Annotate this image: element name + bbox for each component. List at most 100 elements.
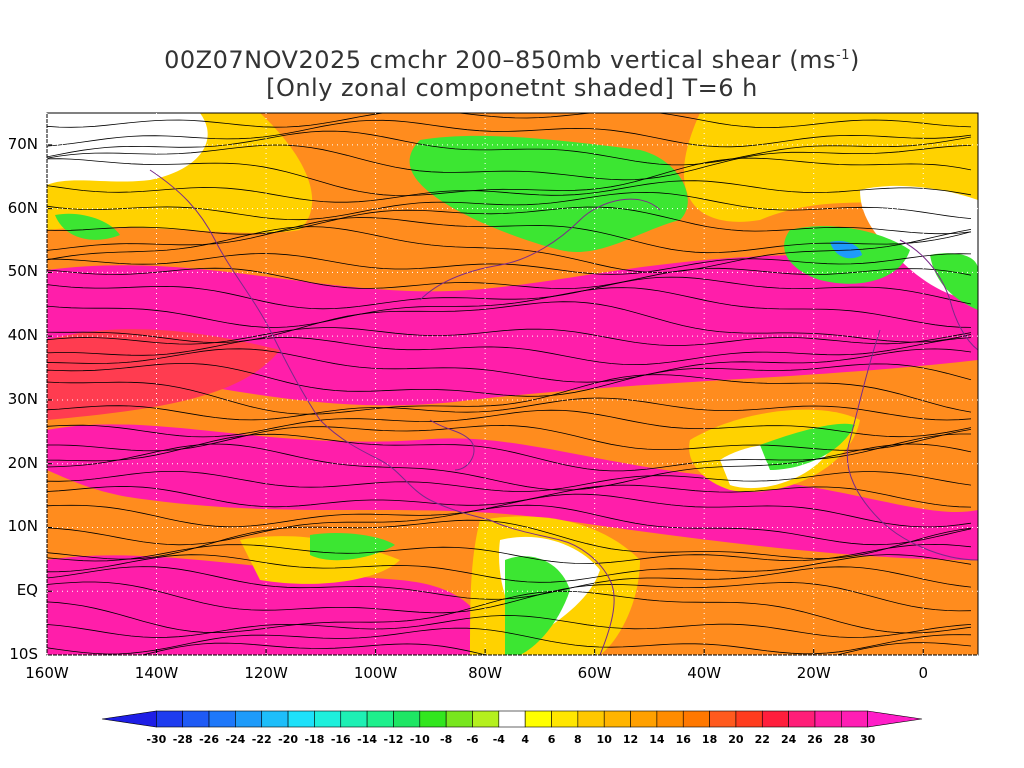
colorbar-swatch	[445, 710, 473, 728]
colorbar-label: 4	[521, 733, 529, 746]
colorbar-label: 14	[649, 733, 665, 746]
streamline	[47, 424, 972, 452]
colorbar-swatch	[261, 710, 289, 728]
colorbar-swatch	[314, 710, 342, 728]
x-tick-label: 0	[918, 664, 928, 682]
colorbar-swatch	[551, 710, 579, 728]
colorbar-swatch	[814, 710, 842, 728]
y-tick-label: 10N	[7, 517, 38, 536]
colorbar-swatch	[498, 710, 526, 728]
x-tick-label: 140W	[134, 664, 179, 682]
colorbar-swatch	[419, 710, 447, 728]
y-tick-label: 10S	[9, 645, 38, 663]
streamline	[47, 627, 972, 655]
colorbar-label: -10	[409, 733, 430, 746]
streamline	[47, 113, 972, 129]
streamline	[47, 590, 972, 634]
colorbar-swatch	[841, 710, 868, 728]
streamline	[47, 493, 972, 528]
streamline	[47, 363, 972, 397]
colorbar-swatch	[603, 710, 631, 728]
colorbar-swatch	[788, 710, 816, 728]
streamline	[47, 504, 972, 546]
colorbar-swatch	[630, 710, 658, 728]
streamline	[47, 144, 972, 181]
streamline	[47, 301, 972, 344]
colorbar-swatch	[393, 710, 421, 728]
colorbar-label: 30	[859, 733, 876, 746]
colorbar-label: -24	[225, 733, 246, 746]
colorbar-label: -26	[199, 733, 219, 746]
streamline	[47, 336, 972, 366]
colorbar-swatch	[340, 710, 368, 728]
streamline	[47, 397, 972, 421]
axis-ticks	[46, 113, 978, 656]
x-tick-label: 60W	[577, 664, 612, 682]
chart-subtitle: [Only zonal componetnt shaded] T=6 h	[266, 74, 758, 102]
colorbar-label: 16	[675, 733, 691, 746]
y-tick-label: 60N	[7, 198, 38, 217]
colorbar-label: 10	[596, 733, 612, 746]
streamline	[47, 543, 972, 564]
streamline	[47, 519, 972, 560]
y-tick-label: EQ	[16, 581, 38, 600]
x-tick-label: 120W	[244, 664, 288, 682]
colorbar-swatch	[235, 710, 263, 728]
streamline	[47, 119, 972, 148]
colorbar-swatch	[208, 710, 236, 728]
streamline	[47, 267, 972, 290]
colorbar-label: -14	[357, 733, 378, 746]
streamline	[47, 226, 972, 273]
colorbar-swatch	[867, 710, 923, 728]
colorbar-label: -18	[304, 733, 325, 746]
streamline	[47, 276, 972, 310]
x-tick-label: 40W	[687, 664, 722, 682]
streamlines	[47, 113, 972, 655]
x-tick-label: 80W	[468, 664, 503, 682]
streamline	[47, 615, 972, 638]
streamline	[47, 287, 972, 328]
y-tick-label: 50N	[7, 262, 38, 281]
colorbar-label: 12	[622, 733, 639, 746]
colorbar-swatch	[156, 710, 183, 728]
streamline	[47, 409, 972, 438]
streamline	[47, 217, 972, 254]
colorbar-label: -30	[146, 733, 167, 746]
streamline	[47, 554, 972, 583]
streamline	[47, 443, 972, 491]
colorbar-swatch	[682, 710, 710, 728]
colorbar-label: -6	[466, 733, 479, 746]
colorbar-label: -12	[383, 733, 404, 746]
streamline	[47, 581, 972, 614]
colorbar-label: -20	[278, 733, 298, 746]
streamline	[47, 484, 972, 508]
colorbar-label: 24	[780, 733, 797, 746]
colorbar-swatch	[366, 710, 394, 728]
colorbar-label: -4	[492, 733, 505, 746]
y-tick-label: 30N	[7, 389, 38, 408]
colorbar-label: 26	[807, 733, 823, 746]
streamline	[47, 180, 972, 203]
colorbar-swatch	[472, 710, 500, 728]
x-tick-label: 20W	[796, 664, 831, 682]
streamline	[47, 157, 972, 197]
colorbar-swatch	[709, 710, 737, 728]
colorbar-swatch	[524, 710, 552, 728]
colorbar-label: 22	[754, 733, 770, 746]
colorbar-swatch	[287, 710, 315, 728]
chart-title: 00Z07NOV2025 cmchr 200–850mb vertical sh…	[164, 46, 860, 74]
colorbar-label: 6	[547, 733, 556, 746]
colorbar-label: -8	[440, 733, 453, 746]
streamline	[140, 642, 972, 655]
coastlines	[149, 169, 978, 655]
x-tick-label: 100W	[353, 664, 398, 682]
colorbar-label: 8	[574, 733, 582, 746]
colorbar-label: 18	[701, 733, 718, 746]
colorbar-swatch	[101, 710, 157, 728]
colorbar-label: -16	[330, 733, 351, 746]
colorbar-label: 20	[728, 733, 744, 746]
streamline	[47, 348, 972, 383]
colorbar-swatch	[577, 710, 605, 728]
